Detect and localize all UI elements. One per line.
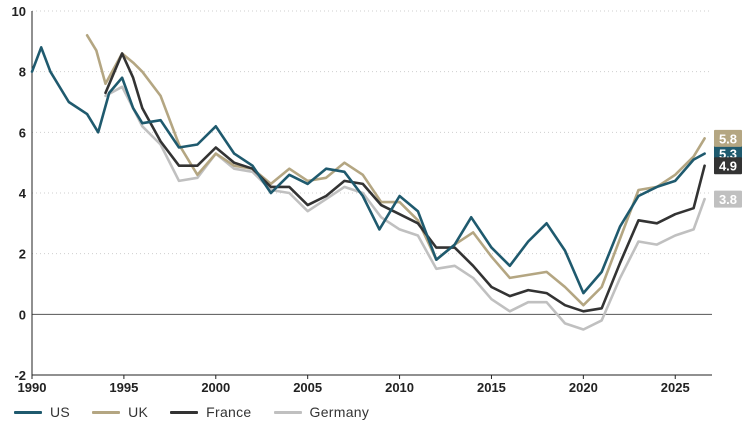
y-tick-label-5: 8 — [19, 65, 26, 80]
x-tick-label-4: 2010 — [385, 380, 414, 395]
series-line-uk — [85, 34, 706, 307]
end-badge-label-uk: 5.8 — [719, 131, 737, 146]
series-line-germany — [104, 85, 706, 331]
legend: US UK France Germany — [14, 404, 369, 420]
legend-item-germany: Germany — [273, 404, 370, 420]
legend-label-uk: UK — [128, 404, 149, 420]
y-tick-label-6: 10 — [12, 4, 26, 19]
end-badge-france — [714, 157, 742, 175]
x-tick-label-1: 1995 — [109, 380, 138, 395]
legend-swatch-us — [14, 410, 42, 414]
legend-swatch-germany — [273, 410, 302, 414]
x-tick-label-7: 2025 — [661, 380, 690, 395]
legend-item-us: US — [14, 404, 70, 420]
x-tick-label-3: 2005 — [293, 380, 322, 395]
legend-label-us: US — [50, 404, 71, 420]
end-badge-germany — [714, 190, 742, 208]
series-line-france — [104, 52, 706, 313]
y-tick-label-2: 2 — [19, 247, 26, 262]
x-tick-label-2: 2000 — [201, 380, 230, 395]
legend-label-germany: Germany — [309, 404, 370, 420]
legend-item-uk: UK — [92, 404, 148, 420]
end-badge-label-germany: 3.8 — [719, 192, 737, 207]
y-tick-label-4: 6 — [19, 125, 26, 140]
x-tick-label-6: 2020 — [569, 380, 598, 395]
y-tick-label-0: -2 — [14, 368, 26, 383]
y-tick-label-1: 0 — [19, 307, 26, 322]
end-badge-uk — [714, 129, 742, 147]
y-tick-label-3: 4 — [19, 186, 27, 201]
series-line-us — [30, 46, 706, 295]
legend-swatch-uk — [92, 410, 121, 414]
legend-label-france: France — [206, 404, 252, 420]
x-tick-label-5: 2015 — [477, 380, 506, 395]
x-tick-label-0: 1990 — [18, 380, 47, 395]
legend-item-france: France — [170, 404, 251, 420]
end-badge-label-france: 4.9 — [719, 159, 737, 174]
legend-swatch-france — [170, 410, 199, 414]
